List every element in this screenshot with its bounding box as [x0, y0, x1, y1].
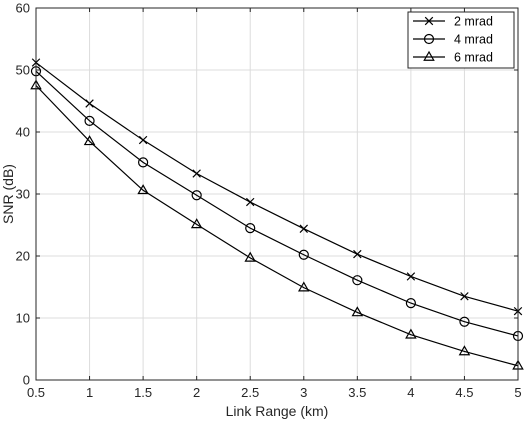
y-tick-label: 20: [16, 249, 30, 264]
x-tick-label: 0.5: [27, 385, 45, 400]
x-axis-ticks: 0.5 1 1.5 2 2.5 3 3.5 4 4.5 5: [27, 8, 522, 400]
data-point-triangle: [190, 218, 203, 229]
data-point-x: [85, 99, 94, 108]
series-layer: [30, 58, 524, 370]
y-axis-label: SNR (dB): [0, 164, 16, 224]
x-tick-label: 4: [407, 385, 414, 400]
x-tick-label: 1: [86, 385, 93, 400]
x-tick-label: 1.5: [134, 385, 152, 400]
x-tick-label: 2: [193, 385, 200, 400]
legend-entry: 2 mrad: [413, 15, 493, 29]
series-circle: [30, 66, 524, 342]
legend-label: 6 mrad: [454, 51, 493, 65]
data-point-x: [138, 135, 148, 145]
data-point-x: [460, 292, 469, 301]
data-point-x: [192, 169, 201, 178]
y-tick-label: 40: [16, 125, 30, 140]
y-tick-label: 60: [16, 1, 30, 16]
x-tick-label: 3.5: [348, 385, 366, 400]
legend-label: 2 mrad: [454, 15, 493, 29]
data-point-circle: [459, 316, 470, 327]
data-point-x: [299, 224, 309, 233]
legend-entry: 6 mrad: [413, 51, 493, 65]
series-triangle: [30, 79, 524, 370]
y-tick-label: 30: [16, 187, 30, 202]
legend-marker-triangle: [423, 50, 435, 61]
y-axis-ticks: 0 10 20 30 40 50 60: [16, 1, 518, 388]
data-point-circle: [298, 249, 309, 260]
legend-label: 4 mrad: [454, 33, 493, 47]
data-point-triangle: [458, 345, 471, 356]
data-point-triangle: [244, 251, 257, 262]
data-point-x: [245, 197, 255, 207]
x-tick-label: 4.5: [455, 385, 473, 400]
data-point-circle: [245, 223, 256, 234]
x-tick-label: 5: [514, 385, 521, 400]
legend: 2 mrad 4 mrad 6 mrad: [407, 11, 515, 69]
x-tick-label: 3: [300, 385, 307, 400]
y-tick-label: 0: [23, 373, 30, 388]
data-point-circle: [84, 115, 95, 126]
data-point-circle: [138, 157, 149, 168]
data-point-triangle: [137, 184, 149, 195]
data-point-triangle: [83, 135, 96, 146]
data-point-triangle: [351, 306, 364, 317]
data-point-circle: [352, 275, 363, 286]
y-tick-label: 10: [16, 311, 30, 326]
series-x: [31, 58, 523, 316]
data-point-x: [353, 249, 362, 259]
x-axis-label: Link Range (km): [226, 403, 329, 419]
y-tick-label: 50: [16, 63, 30, 78]
x-tick-label: 2.5: [241, 385, 259, 400]
legend-entry: 4 mrad: [413, 33, 493, 47]
legend-marker-circle: [423, 33, 435, 45]
legend-marker-x: [424, 16, 434, 26]
series-line: [35, 62, 519, 312]
series-line: [35, 85, 519, 367]
data-point-circle: [191, 190, 202, 201]
series-line: [35, 70, 519, 337]
data-point-triangle: [405, 328, 417, 339]
data-point-triangle: [297, 281, 310, 292]
data-point-x: [406, 272, 416, 281]
data-point-circle: [405, 298, 416, 309]
